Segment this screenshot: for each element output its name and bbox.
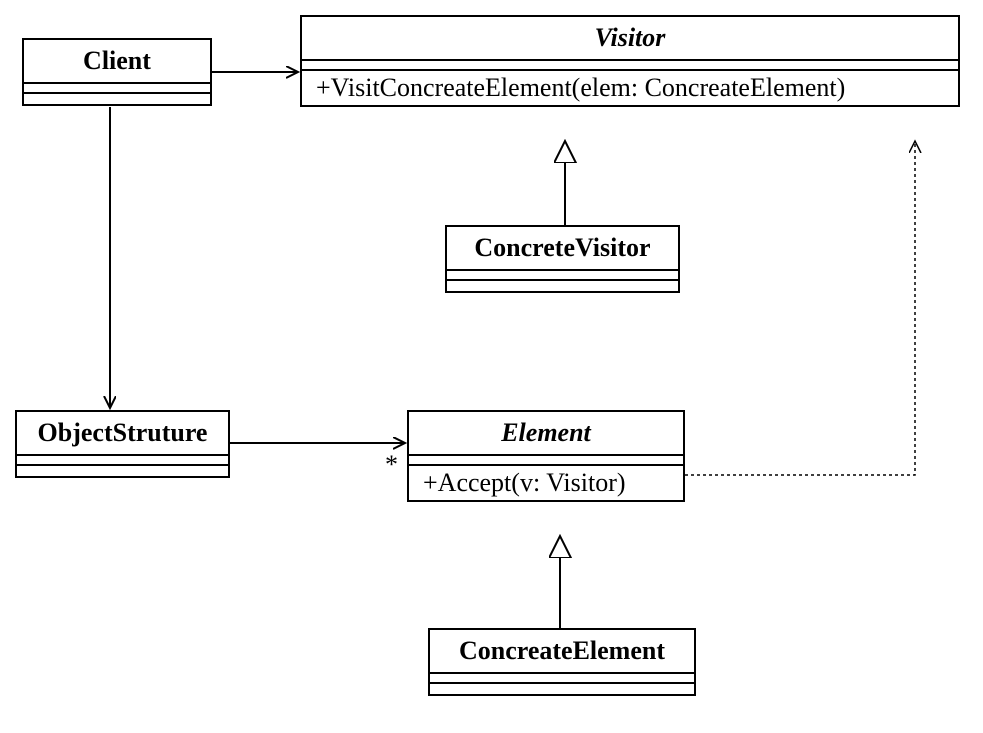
class-concrete-visitor-attrs — [447, 271, 678, 281]
class-client-title: Client — [24, 40, 210, 84]
class-client: Client — [22, 38, 212, 106]
class-object-structure-title: ObjectStruture — [17, 412, 228, 456]
class-visitor-ops: +VisitConcreateElement(elem: ConcreateEl… — [302, 71, 958, 105]
class-object-structure-ops — [17, 466, 228, 476]
class-element: Element +Accept(v: Visitor) — [407, 410, 685, 502]
class-concrete-visitor-title: ConcreteVisitor — [447, 227, 678, 271]
visitor-pattern-diagram: Client Visitor +VisitConcreateElement(el… — [0, 0, 983, 733]
class-visitor-attrs — [302, 61, 958, 71]
class-concreate-element-title: ConcreateElement — [430, 630, 694, 674]
edge-element-visitor — [685, 141, 915, 475]
class-client-ops — [24, 94, 210, 104]
class-concrete-visitor-ops — [447, 281, 678, 291]
multiplicity-element: * — [385, 450, 398, 480]
class-concreate-element: ConcreateElement — [428, 628, 696, 696]
connectors-svg — [0, 0, 983, 733]
class-visitor: Visitor +VisitConcreateElement(elem: Con… — [300, 15, 960, 107]
class-element-ops: +Accept(v: Visitor) — [409, 466, 683, 500]
class-element-attrs — [409, 456, 683, 466]
class-concreate-element-attrs — [430, 674, 694, 684]
class-object-structure: ObjectStruture — [15, 410, 230, 478]
class-object-structure-attrs — [17, 456, 228, 466]
class-element-title: Element — [409, 412, 683, 456]
class-concreate-element-ops — [430, 684, 694, 694]
class-visitor-title: Visitor — [302, 17, 958, 61]
class-client-attrs — [24, 84, 210, 94]
class-concrete-visitor: ConcreteVisitor — [445, 225, 680, 293]
